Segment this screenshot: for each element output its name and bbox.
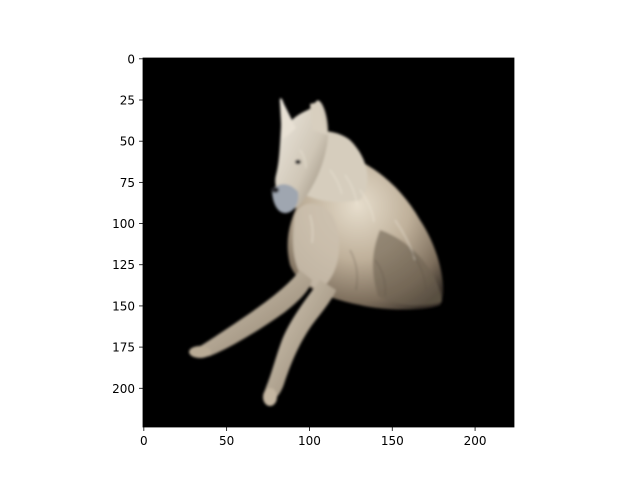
image-display [143,58,514,427]
y-tick-label: 125 [112,258,135,272]
x-tick-label: 100 [298,434,321,448]
y-tick-label: 75 [120,176,135,190]
x-axis: 0 50 100 150 200 [140,427,487,448]
y-axis: 0 25 50 75 100 125 150 175 200 [112,52,143,396]
x-tick-label: 50 [219,434,234,448]
y-tick-label: 0 [127,52,135,66]
x-tick-label: 150 [381,434,404,448]
y-tick-label: 150 [112,299,135,313]
x-tick-label: 0 [140,434,148,448]
wolf-image [189,98,444,406]
axes-frame [142,57,515,428]
y-tick-label: 25 [120,94,135,108]
y-tick-label: 200 [112,382,135,396]
y-tick-label: 175 [112,341,135,355]
x-tick-label: 200 [464,434,487,448]
y-tick-label: 50 [120,135,135,149]
y-tick-label: 100 [112,217,135,231]
